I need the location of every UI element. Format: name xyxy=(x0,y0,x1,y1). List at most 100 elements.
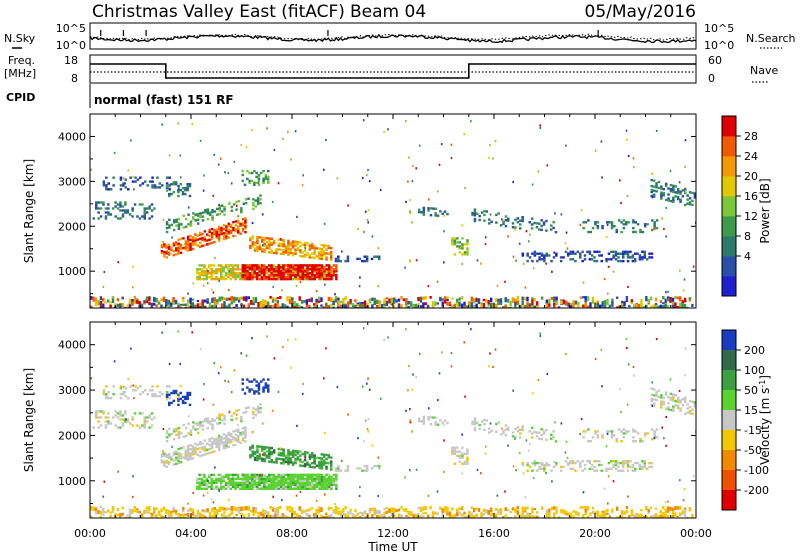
velocity-cell xyxy=(116,412,120,415)
velocity-cell xyxy=(499,433,503,436)
power-cell xyxy=(659,300,662,303)
velocity-cell xyxy=(456,508,459,513)
power-cell xyxy=(504,215,508,218)
power-cell xyxy=(203,272,206,275)
velocity-cell xyxy=(270,452,273,456)
power-cell xyxy=(246,266,249,269)
power-cell xyxy=(268,239,271,242)
power-cell xyxy=(436,302,439,305)
power-cell xyxy=(358,257,362,261)
power-cell xyxy=(626,194,629,198)
power-cell xyxy=(163,251,166,254)
velocity-cell xyxy=(373,510,376,515)
power-cell xyxy=(249,244,252,248)
velocity-cell xyxy=(111,506,115,511)
power-cell xyxy=(253,243,257,246)
velocity-cell xyxy=(253,483,256,486)
power-cell xyxy=(249,238,252,242)
velocity-cell xyxy=(600,463,603,467)
power-cell xyxy=(196,303,200,308)
velocity-cell xyxy=(378,515,381,518)
power-cell xyxy=(282,275,285,279)
power-cell xyxy=(182,214,185,218)
power-cell xyxy=(111,207,115,210)
velocity-cell xyxy=(231,473,235,477)
velocity-cell xyxy=(267,386,270,389)
power-cell xyxy=(136,178,140,181)
velocity-cell xyxy=(407,510,410,516)
velocity-cell xyxy=(320,481,324,484)
velocity-cell xyxy=(208,422,212,425)
velocity-cell xyxy=(538,431,541,434)
velocity-cell xyxy=(261,422,264,425)
velocity-cell xyxy=(367,430,369,433)
velocity-cell xyxy=(184,453,187,456)
power-cell xyxy=(679,296,682,302)
power-cell xyxy=(258,274,261,277)
velocity-cell xyxy=(660,400,663,403)
power-cell xyxy=(303,274,307,277)
velocity-cell xyxy=(691,408,694,411)
power-cell xyxy=(622,256,625,259)
velocity-cell xyxy=(267,384,270,387)
velocity-cell xyxy=(167,514,170,518)
power-cell xyxy=(596,302,599,306)
velocity-cell xyxy=(289,487,292,490)
velocity-cell xyxy=(626,463,630,467)
power-cell xyxy=(203,240,207,243)
velocity-cell xyxy=(253,485,256,488)
power-cell xyxy=(303,253,307,256)
power-cell xyxy=(227,171,230,175)
velocity-cell xyxy=(200,483,204,486)
power-cell xyxy=(224,264,228,267)
velocity-cell xyxy=(298,506,301,511)
velocity-cell xyxy=(196,421,200,425)
velocity-cell xyxy=(220,483,223,486)
velocity-cell xyxy=(235,417,238,420)
velocity-cell xyxy=(258,453,262,456)
velocity-cell xyxy=(289,479,292,483)
power-cell xyxy=(545,252,548,255)
power-cell xyxy=(404,266,406,269)
velocity-cell xyxy=(217,473,221,477)
power-cell xyxy=(257,183,261,186)
velocity-cell xyxy=(417,506,420,510)
power-cell xyxy=(526,302,529,308)
velocity-cell xyxy=(607,467,611,470)
power-swatch xyxy=(722,236,736,257)
velocity-cell xyxy=(163,454,166,457)
power-cell xyxy=(543,258,546,261)
velocity-cell xyxy=(407,389,409,392)
power-cell xyxy=(545,219,548,223)
power-cell xyxy=(244,223,247,226)
power-cell xyxy=(222,266,225,269)
velocity-cell xyxy=(277,477,280,481)
velocity-cell xyxy=(230,414,233,418)
power-cell xyxy=(220,264,223,267)
power-cell xyxy=(428,198,430,201)
power-cell xyxy=(104,215,108,218)
power-cell xyxy=(313,277,316,281)
velocity-cell xyxy=(251,481,254,484)
power-cell xyxy=(175,241,178,244)
power-cell xyxy=(95,201,98,204)
power-cell xyxy=(600,140,603,143)
freq-unit-label: [MHz] xyxy=(4,67,36,80)
velocity-cell xyxy=(405,510,408,513)
power-cell xyxy=(203,264,206,267)
velocity-cell xyxy=(175,427,178,431)
power-cell xyxy=(99,301,103,306)
power-cell xyxy=(516,300,519,305)
power-cell xyxy=(622,226,626,230)
velocity-cell xyxy=(212,479,216,483)
power-cell xyxy=(239,224,242,228)
power-cell xyxy=(521,217,524,221)
velocity-cell xyxy=(446,508,449,513)
velocity-cell xyxy=(625,432,628,435)
power-cell xyxy=(584,298,587,303)
velocity-cell xyxy=(473,427,477,430)
velocity-cell xyxy=(277,390,280,393)
power-cell xyxy=(453,239,457,242)
power-cell xyxy=(126,209,129,212)
power-cell xyxy=(318,253,321,256)
